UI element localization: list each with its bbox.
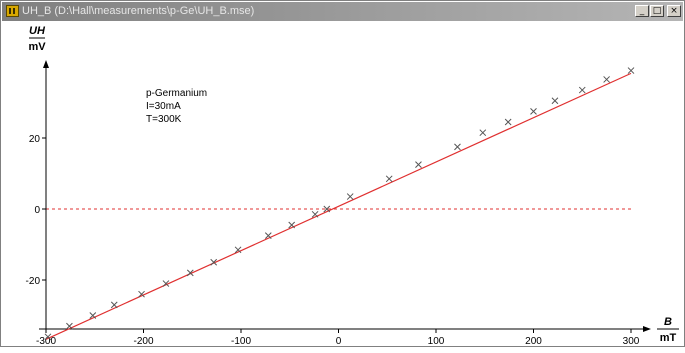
data-point [578,86,586,94]
data-point [162,280,170,287]
data-point [89,312,97,319]
x-tick-label: 0 [336,336,342,347]
data-point [264,232,272,239]
data-point [288,221,296,229]
y-axis-label-unit: mV [28,41,46,53]
data-point [530,108,537,115]
minimize-button[interactable]: _ [635,5,649,17]
data-point [415,161,422,168]
data-point [346,193,354,200]
y-tick-label: 20 [29,134,41,145]
x-tick-label: -300 [36,336,56,347]
data-point [479,129,487,137]
y-axis-label-quantity: UH [29,25,46,37]
data-point [454,143,461,151]
annotation-temperature: T=300K [146,114,182,125]
x-tick-label: -100 [231,336,251,347]
x-tick-label: 300 [623,336,640,347]
y-tick-label: -20 [26,276,41,287]
data-point [138,290,145,298]
data-point [627,67,635,74]
app-icon [6,5,19,17]
data-point [110,301,118,309]
data-point [210,258,218,266]
data-point [311,210,319,218]
x-tick-label: -200 [133,336,153,347]
data-point [504,118,512,126]
data-point [44,333,52,341]
data-point [323,205,331,213]
fit-line [45,72,632,340]
maximize-button[interactable]: □ [650,5,664,17]
title-bar[interactable]: UH_B (D:\Hall\measurements\p-Ge\UH_B.mse… [2,2,683,21]
x-tick-label: 100 [428,336,445,347]
data-point [385,175,393,183]
data-point [186,269,194,277]
data-point [551,97,559,105]
x-tick-label: 200 [525,336,542,347]
x-axis-label-quantity: B [664,316,672,328]
close-button[interactable]: × [667,5,681,17]
annotation-material: p-Germanium [146,88,208,99]
window-title: UH_B (D:\Hall\measurements\p-Ge\UH_B.mse… [22,5,255,17]
data-point [66,322,73,330]
x-axis-label-unit: mT [660,332,677,344]
data-point [603,76,610,83]
y-axis-arrow [43,60,49,68]
x-axis-arrow [643,326,651,332]
annotation-current: I=30mA [146,101,181,112]
y-tick-label: 0 [34,205,40,216]
data-point [234,246,242,254]
